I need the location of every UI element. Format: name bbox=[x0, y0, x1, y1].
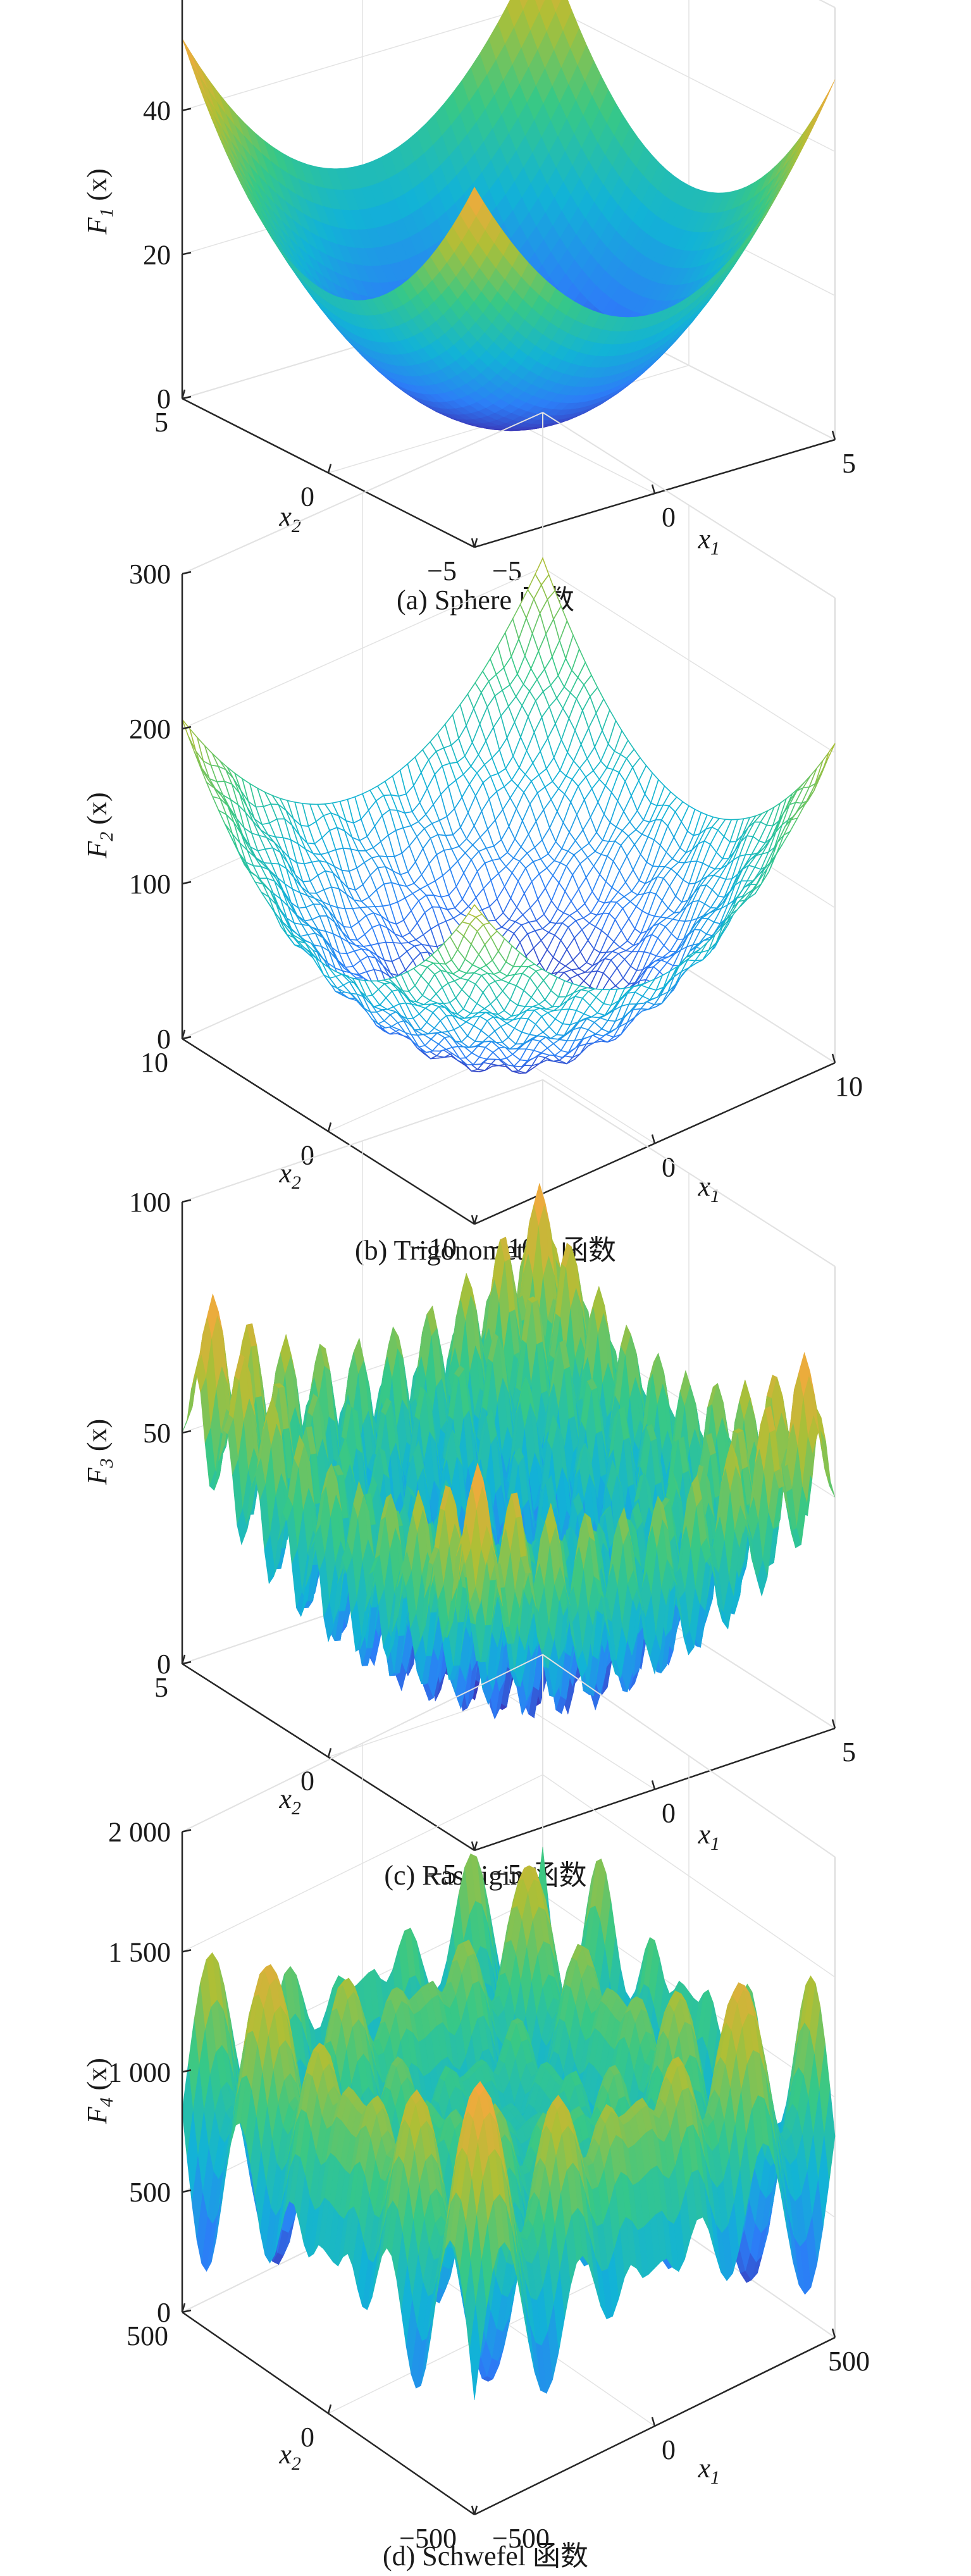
z-tick-label: 100 bbox=[129, 869, 171, 900]
surface-cell bbox=[519, 0, 528, 11]
grid-line bbox=[542, 412, 836, 598]
grid-line bbox=[182, 412, 543, 574]
x1-axis-label-sub: 1 bbox=[710, 1186, 720, 1206]
z-tick-mark bbox=[182, 1036, 192, 1040]
x2-axis-label: x2 bbox=[278, 501, 301, 536]
x2-tick-mark bbox=[327, 464, 332, 473]
panel-rastrigin: 0 50 100 −5 0 5 −5 0 5 x1 x2 F3 (x) (c) Rastrigin 函… bbox=[0, 1079, 971, 1917]
surface-cell bbox=[811, 93, 828, 127]
z-axis-label-sub: 1 bbox=[96, 208, 117, 218]
z-tick-label: 0 bbox=[157, 1024, 171, 1055]
x2-tick-mark bbox=[181, 389, 186, 399]
surface-cell bbox=[535, 0, 545, 13]
surface-cell bbox=[803, 106, 821, 139]
x1-axis-label: x1 bbox=[698, 1171, 721, 1206]
surface-cell bbox=[550, 0, 562, 13]
mesh-cell bbox=[467, 903, 483, 918]
x2-axis-label-sub: 2 bbox=[292, 1172, 301, 1193]
z-axis-label-rest: (x) bbox=[82, 792, 113, 831]
surface bbox=[182, 557, 836, 1074]
x2-tick-label: −10 bbox=[413, 1232, 457, 1263]
z-axis-label-rest: (x) bbox=[82, 168, 113, 207]
x1-tick-label: −5 bbox=[492, 555, 522, 586]
x2-tick-label: 0 bbox=[300, 481, 314, 512]
x2-tick-label: −5 bbox=[427, 555, 457, 586]
x1-tick-mark bbox=[831, 1053, 836, 1063]
grid-line bbox=[182, 2, 543, 111]
grid-line bbox=[182, 1079, 543, 1203]
z-tick-label: 300 bbox=[129, 559, 171, 590]
x2-tick-mark bbox=[181, 1029, 186, 1039]
z-tick-mark bbox=[182, 881, 192, 885]
z-tick-label: 200 bbox=[129, 714, 171, 745]
z-axis-label: F2 (x) bbox=[82, 792, 117, 858]
x2-tick-mark bbox=[473, 538, 478, 548]
x1-tick-label: 5 bbox=[842, 448, 856, 479]
z-tick-mark bbox=[182, 571, 192, 575]
z-axis-label-sub: 2 bbox=[96, 832, 117, 841]
x1-tick-mark bbox=[471, 1215, 476, 1225]
z-tick-mark bbox=[182, 395, 192, 400]
panel-trigonometric: 0 100 200 300 −10 0 10 −10 0 10 x1 x2 F2 (x) (b) Tri… bbox=[0, 412, 971, 1278]
z-tick-mark bbox=[182, 108, 192, 111]
x1-tick-label: 10 bbox=[835, 1071, 863, 1102]
panel-caption: (b) Trigonometric 函数 bbox=[354, 1235, 617, 1266]
surface bbox=[182, 0, 836, 431]
x1-tick-mark bbox=[651, 1134, 656, 1144]
x1-tick-mark bbox=[831, 430, 836, 440]
x2-tick-mark bbox=[327, 1122, 332, 1132]
x2-tick-label: 10 bbox=[140, 1047, 168, 1078]
x1-axis-label-sub: 1 bbox=[710, 538, 720, 559]
x1-tick-mark bbox=[471, 538, 476, 548]
x2-tick-mark bbox=[473, 1215, 478, 1225]
x2-tick-label: 5 bbox=[154, 407, 168, 438]
x1-axis-label: x1 bbox=[698, 524, 721, 559]
grid-line bbox=[542, 1079, 836, 1267]
x1-tick-mark bbox=[651, 484, 656, 494]
surface bbox=[182, 1182, 836, 1719]
z-tick-label: 0 bbox=[157, 383, 171, 414]
z-axis-label: F1 (x) bbox=[82, 168, 117, 235]
z-tick-mark bbox=[182, 726, 192, 730]
grid-line bbox=[542, 567, 836, 753]
x1-tick-label: 0 bbox=[662, 502, 676, 533]
x2-axis-label-sub: 2 bbox=[292, 516, 301, 536]
grid-line bbox=[542, 2, 836, 152]
surface-cell bbox=[182, 38, 199, 75]
z-tick-mark bbox=[182, 252, 192, 256]
surface-cell bbox=[818, 79, 836, 114]
z-tick-label: 20 bbox=[143, 239, 171, 270]
surface-cell bbox=[467, 187, 484, 216]
x2-tick-label: 0 bbox=[300, 1140, 314, 1171]
z-tick-label: 40 bbox=[143, 96, 171, 127]
grid-line bbox=[182, 567, 543, 729]
x2-axis-label: x2 bbox=[278, 1158, 301, 1193]
surface-cell bbox=[796, 118, 813, 150]
x1-tick-label: 0 bbox=[662, 1152, 676, 1183]
